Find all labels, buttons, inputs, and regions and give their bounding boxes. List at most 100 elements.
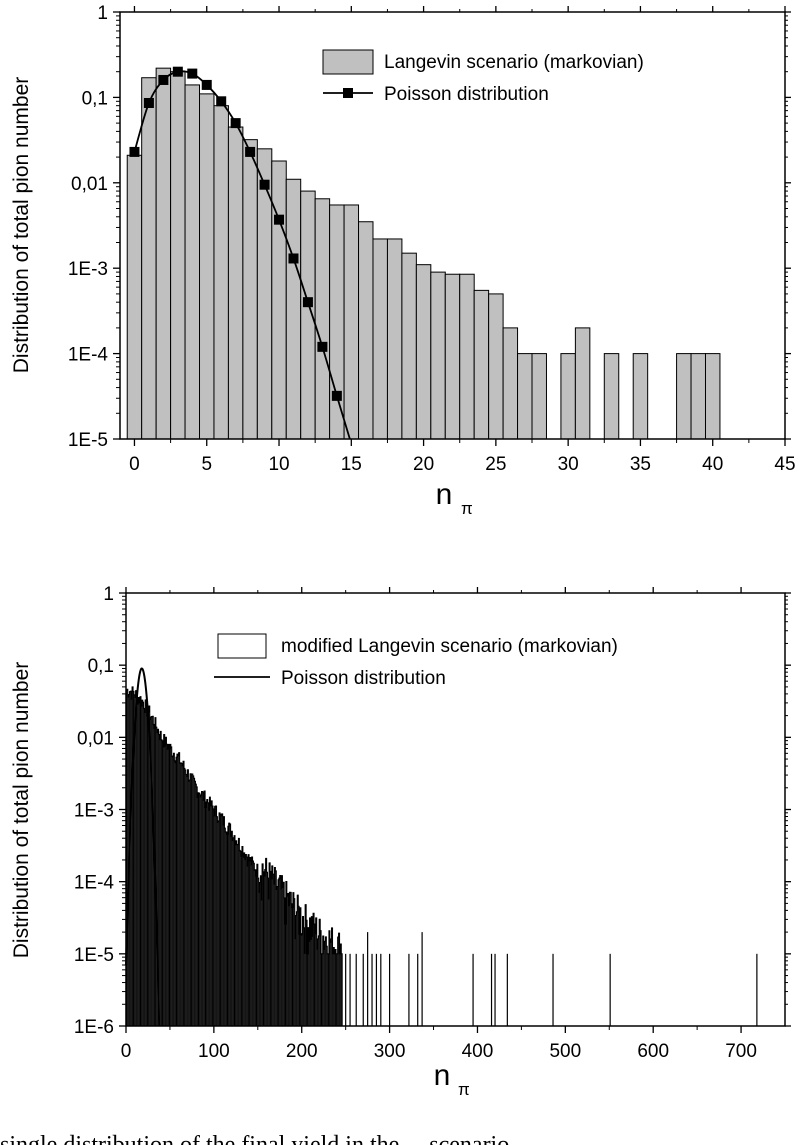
top-x-axis-title: n (436, 478, 453, 511)
bottom-x-tick-label: 600 (637, 1041, 669, 1062)
top-histogram-bar (358, 221, 374, 440)
chart-bottom: 0 100 200 300 400 500 600 700 1E-6 1E-5 1E-4 1E-3 0… (10, 584, 791, 1099)
bottom-histogram-bars (125, 686, 758, 1026)
bottom-histogram-outline (125, 686, 343, 1026)
top-histogram-bar (242, 139, 258, 440)
top-y-tick-label: 0,01 (71, 174, 108, 195)
top-y-axis-title: Distribution of total pion number (10, 77, 33, 374)
top-histogram-bar (415, 264, 432, 440)
top-histogram-bar (632, 353, 649, 440)
top-poisson-marker (274, 214, 285, 225)
bottom-legend-swatch-histogram (217, 633, 267, 659)
top-histogram-bar (704, 353, 721, 440)
chart-top: 0 5 10 15 20 25 30 35 40 45 1E-51E-41E-30,010,11 … (10, 3, 796, 518)
bottom-y-tick-label: 0,01 (77, 728, 114, 749)
top-poisson-marker (129, 146, 140, 157)
top-histogram-bar (213, 105, 229, 440)
top-histogram-bar (386, 238, 403, 440)
top-histogram-bar (256, 148, 273, 440)
top-histogram-bar (560, 353, 576, 440)
top-histogram-bars (126, 67, 785, 440)
top-x-tick-label: 35 (630, 454, 651, 475)
top-histogram-bar (199, 93, 215, 440)
top-poisson-marker (230, 118, 241, 129)
top-y-tick-label: 0,1 (82, 88, 108, 109)
bottom-y-axis-title: Distribution of total pion number (10, 662, 33, 959)
bottom-y-tick-label: 1 (103, 584, 114, 605)
top-histogram-bar (126, 154, 143, 440)
bottom-legend-label-poisson: Poisson distribution (281, 668, 446, 689)
bottom-y-ticks: 1E-6 1E-5 1E-4 1E-3 0,01 0,1 1 (74, 584, 791, 1038)
top-histogram-bar (502, 327, 519, 440)
top-histogram-bar (329, 204, 345, 440)
top-poisson-marker (201, 79, 212, 90)
top-histogram-bar (459, 273, 475, 440)
bottom-legend: modified Langevin scenario (markovian) P… (214, 633, 618, 689)
top-histogram-bar (676, 353, 692, 440)
top-poisson-line (133, 70, 351, 440)
top-histogram-bar (141, 77, 157, 440)
top-poisson-marker (245, 146, 256, 157)
top-legend: Langevin scenario (markovian) Poisson di… (322, 49, 644, 105)
top-plot-frame (119, 11, 786, 440)
bottom-x-tick-label: 100 (198, 1041, 230, 1062)
top-y-tick-label: 1E-5 (68, 430, 108, 451)
top-legend-swatch-marker (343, 88, 353, 98)
top-x-ticks: 0 5 10 15 20 25 30 35 40 45 (129, 6, 796, 475)
top-histogram-bar (343, 204, 360, 440)
top-x-tick-label: 5 (201, 454, 212, 475)
top-histogram-bar (184, 84, 201, 440)
top-poisson-marker (259, 179, 270, 190)
top-poisson-marker (317, 341, 328, 352)
top-histogram-bar (690, 353, 706, 440)
top-legend-label-poisson: Poisson distribution (384, 84, 549, 105)
top-x-tick-label: 10 (268, 454, 289, 475)
bottom-x-ticks: 0 100 200 300 400 500 600 700 (121, 587, 757, 1062)
top-y-tick-label: 1E-3 (68, 259, 108, 280)
top-poisson-marker (288, 253, 299, 264)
top-y-ticks: 1E-5 1E-4 1E-3 0,01 0,1 1 (68, 3, 791, 451)
top-histogram-bar (170, 71, 186, 440)
top-x-tick-label: 30 (558, 454, 579, 475)
top-histogram-bar (603, 353, 620, 440)
bottom-y-tick-label: 1E-6 (74, 1017, 114, 1038)
top-poisson-marker (216, 96, 227, 107)
top-histogram-bar (285, 178, 302, 440)
top-x-tick-label: 15 (341, 454, 362, 475)
top-y-tick-label: 1 (97, 3, 108, 24)
top-legend-label-histogram: Langevin scenario (markovian) (384, 52, 644, 73)
bottom-x-tick-label: 200 (286, 1041, 318, 1062)
top-x-tick-label: 20 (413, 454, 434, 475)
top-x-axis-title-subscript: π (461, 499, 473, 518)
top-x-tick-label: 25 (485, 454, 506, 475)
bottom-poisson-series (125, 667, 161, 1027)
bottom-y-tick-label: 1E-3 (74, 801, 114, 822)
top-histogram-bar (444, 273, 461, 440)
top-y-tick-label: 1E-4 (68, 345, 109, 366)
top-legend-swatch-histogram (322, 49, 374, 75)
top-histogram-bar (574, 327, 591, 440)
figure-caption-fragment: single distribution of the final yield i… (0, 1132, 509, 1145)
top-poisson-marker (158, 74, 169, 85)
top-histogram-bar (517, 353, 533, 440)
top-x-tick-label: 45 (774, 454, 795, 475)
top-histogram-bar (531, 353, 547, 440)
top-poisson-marker (331, 390, 342, 401)
bottom-y-tick-label: 1E-4 (74, 873, 115, 894)
top-x-tick-label: 40 (702, 454, 723, 475)
bottom-x-axis-title: n (434, 1059, 451, 1092)
top-histogram-bar (473, 289, 490, 440)
bottom-x-tick-label: 300 (374, 1041, 406, 1062)
bottom-x-tick-label: 0 (121, 1041, 132, 1062)
top-histogram-bar (430, 271, 446, 440)
top-histogram-bar (372, 238, 388, 440)
top-poisson-series (129, 66, 351, 440)
bottom-x-tick-label: 400 (462, 1041, 494, 1062)
bottom-x-tick-label: 500 (549, 1041, 581, 1062)
top-poisson-marker (143, 97, 154, 108)
top-poisson-marker (302, 297, 313, 308)
bottom-legend-label-histogram: modified Langevin scenario (markovian) (281, 636, 618, 657)
top-histogram-bar (401, 252, 417, 440)
top-histogram-bar (227, 126, 244, 440)
